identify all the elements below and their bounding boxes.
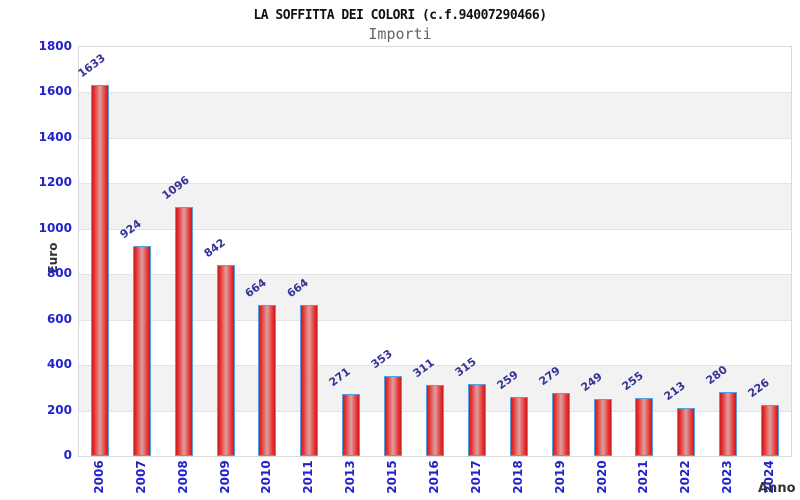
plot-band (79, 47, 791, 93)
plot-band (79, 274, 791, 320)
x-tick-label: 2016 (427, 460, 441, 494)
plot-band (79, 92, 791, 138)
plot-band (79, 137, 791, 184)
bar (551, 392, 570, 456)
y-tick-label: 800 (46, 266, 72, 281)
bar (384, 375, 403, 456)
gridline (79, 92, 791, 94)
x-tick-label: 2013 (343, 460, 358, 494)
gridline (79, 319, 791, 321)
plot-area: 1633 924 1096 842 664 664 271 353 311 315 259 279 24… (76, 46, 792, 457)
plot-band (79, 183, 791, 229)
bar (761, 404, 780, 456)
bar (467, 384, 486, 456)
x-tick-label: 2018 (510, 460, 525, 494)
plot-band (79, 228, 791, 275)
gridline (79, 183, 791, 185)
bar (90, 84, 109, 456)
y-tick-label: 0 (63, 448, 72, 462)
y-tick-label: 600 (46, 311, 72, 326)
bar (342, 394, 361, 456)
bar (258, 305, 277, 456)
x-tick-label: 2006 (91, 460, 106, 494)
x-tick-label: 2009 (217, 460, 232, 494)
gridline (79, 365, 791, 367)
gridline (79, 137, 791, 139)
x-tick-label: 2022 (678, 460, 693, 494)
y-tick-label: 1000 (38, 220, 72, 235)
x-tick-label: 2010 (259, 460, 274, 494)
x-tick-label: 2011 (301, 460, 316, 494)
bar (132, 246, 151, 456)
x-tick-label: 2023 (720, 460, 735, 494)
bar (174, 206, 193, 456)
bar (635, 398, 654, 456)
x-tick-label: 2017 (468, 460, 483, 494)
y-tick-label: 1200 (38, 175, 72, 190)
y-tick-label: 200 (46, 402, 72, 417)
bar (719, 392, 738, 456)
bar (300, 305, 319, 456)
bar (677, 407, 696, 456)
chart-title: LA SOFFITTA DEI COLORI (c.f.94007290466) (253, 8, 547, 23)
bar (426, 385, 444, 456)
gridline (79, 228, 791, 230)
y-tick-label: 400 (46, 357, 72, 372)
y-tick-label: 1600 (38, 84, 72, 99)
x-tick-label: 2007 (133, 460, 148, 494)
plot-band (79, 319, 791, 366)
x-tick-label: 2015 (385, 460, 400, 494)
bar (509, 397, 528, 456)
y-tick-label: 1800 (38, 39, 72, 53)
y-tick-label: 1400 (38, 129, 72, 144)
gridline (79, 274, 791, 276)
x-tick-label: 2019 (552, 460, 567, 494)
x-axis-title: Anno (758, 481, 796, 496)
x-tick-label: 2020 (594, 460, 609, 494)
bar (593, 399, 612, 456)
chart-subtitle: Importi (368, 25, 432, 43)
x-tick-label: 2021 (636, 460, 651, 494)
x-tick-label: 2008 (175, 460, 190, 494)
bar (216, 264, 235, 456)
